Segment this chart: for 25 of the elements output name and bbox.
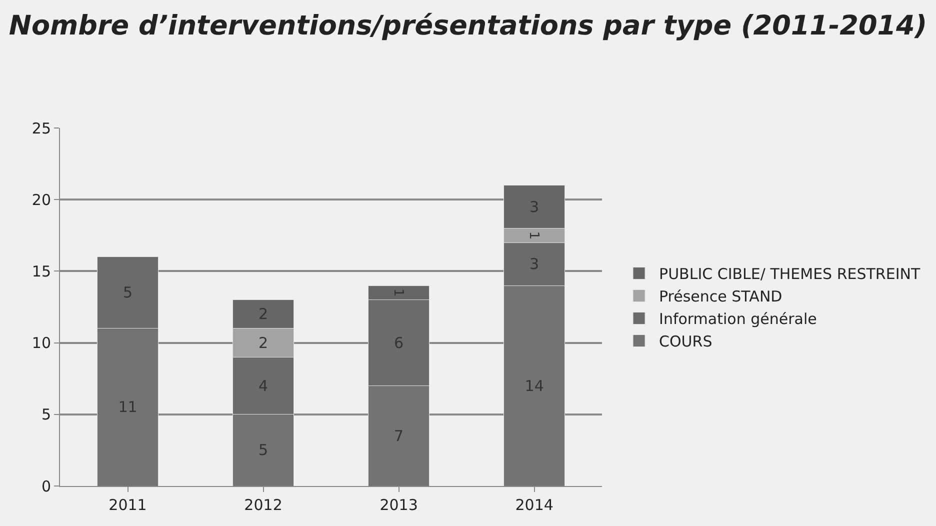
y-tick-label: 10 (32, 334, 51, 352)
data-label: 1 (526, 231, 541, 240)
chart-title: Nombre d’interventions/présentations par type (2011-2014) (8, 10, 928, 42)
y-tick-label: 0 (41, 477, 51, 496)
y-tick-label: 20 (32, 190, 51, 209)
y-tick-label: 25 (32, 119, 51, 138)
data-label: 7 (394, 426, 404, 445)
data-label: 2 (258, 334, 268, 352)
y-tick-label: 5 (41, 406, 51, 424)
data-label: 5 (258, 441, 268, 460)
x-tick-label: 2011 (108, 496, 147, 514)
data-label: 6 (394, 334, 404, 352)
data-label: 5 (122, 284, 133, 302)
legend-label: PUBLIC CIBLE/ THEMES RESTREINT (659, 265, 921, 284)
data-label: 3 (530, 255, 540, 274)
legend-label: COURS (659, 332, 712, 351)
x-tick-label: 2012 (244, 496, 282, 514)
data-label: 11 (118, 398, 138, 416)
x-tick-label: 2014 (515, 496, 554, 514)
y-tick-label: 15 (32, 262, 51, 280)
legend-label: Présence STAND (659, 288, 782, 306)
legend-label: Information générale (659, 310, 817, 328)
data-label: 14 (524, 376, 544, 395)
data-label: 4 (258, 376, 268, 395)
x-tick-label: 2013 (380, 496, 418, 514)
